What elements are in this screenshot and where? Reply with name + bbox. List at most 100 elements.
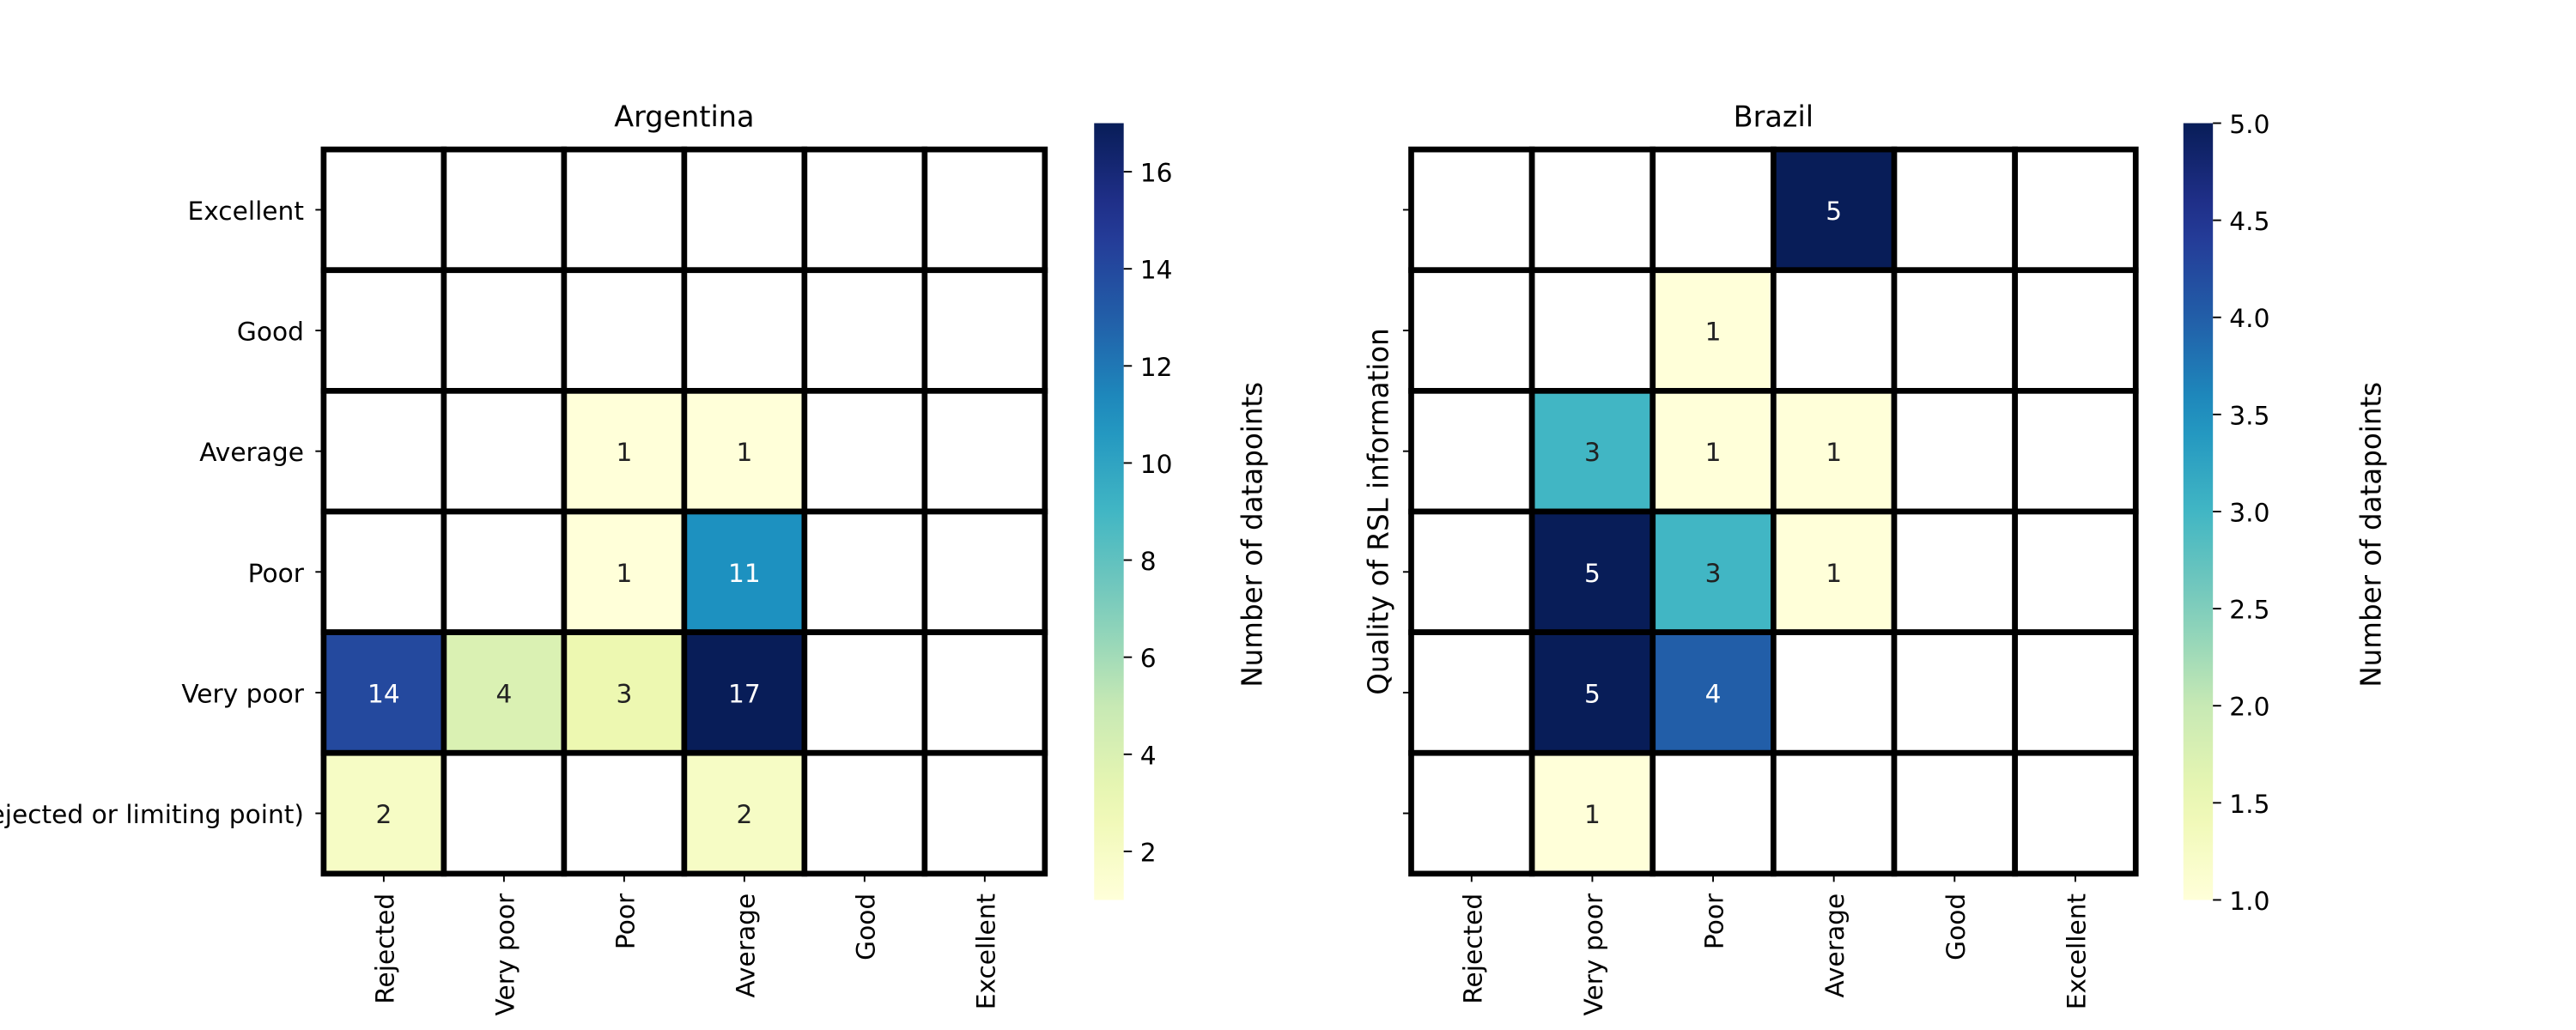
colorbar-tick-label: 1.0: [2229, 886, 2269, 916]
heatmap-cell: [2012, 267, 2139, 394]
y-tick-label: Very poor: [181, 678, 304, 708]
heatmap-cell: [681, 749, 808, 877]
cell-value-label: 1: [616, 558, 632, 588]
heatmap-cell: [1408, 267, 1535, 394]
heatmap-cell: [561, 267, 688, 394]
x-tick-label: Average: [1820, 894, 1850, 998]
colorbar-label: Number of datapoints: [2354, 382, 2387, 688]
heatmap-cell: [1649, 388, 1777, 515]
heatmap-cell: [1528, 508, 1656, 635]
heatmap-cell: [681, 146, 808, 274]
cell-value-label: 17: [728, 678, 761, 708]
colorbar-tick-label: 6: [1140, 643, 1157, 673]
heatmap-cell: [2012, 749, 2139, 877]
heatmap-cell: [561, 749, 688, 877]
cell-value-label: 2: [375, 799, 392, 829]
heatmap-cell: [921, 629, 1048, 756]
cell-value-label: 14: [368, 678, 400, 708]
heatmap-cell: [1408, 146, 1535, 274]
cell-value-label: 11: [728, 558, 761, 588]
chart-title: Brazil: [1734, 100, 1814, 133]
heatmap-cell: [1528, 146, 1656, 274]
heatmap-cell: [921, 749, 1048, 877]
chart-title: Argentina: [614, 100, 754, 133]
x-tick-label: Excellent: [970, 894, 1000, 1009]
x-tick-label: Very poor: [489, 893, 519, 1015]
x-tick-label: Very poor: [1578, 893, 1608, 1015]
x-tick-label: Rejected: [369, 894, 399, 1004]
heatmap-cell: [1771, 267, 1898, 394]
x-tick-label: Average: [730, 894, 760, 998]
heatmap-cell: [2012, 388, 2139, 515]
cell-value-label: 4: [495, 678, 512, 708]
y-tick-label: Excellent: [188, 196, 304, 226]
heatmap-cell: [921, 388, 1048, 515]
cell-value-label: 1: [616, 437, 632, 467]
heatmap-cell: [801, 146, 928, 274]
x-tick-label: Poor: [1699, 893, 1729, 949]
cell-value-label: 1: [1826, 437, 1842, 467]
x-tick-label: Good: [850, 894, 880, 960]
colorbar-tick-label: 14: [1140, 255, 1173, 285]
heatmap-cell: [561, 146, 688, 274]
colorbar-label: Number of datapoints: [1236, 382, 1268, 688]
heatmap-cell: [1891, 146, 2018, 274]
colorbar-tick-label: 16: [1140, 158, 1173, 188]
heatmap-cell: [1891, 508, 2018, 635]
heatmap-cell: [801, 629, 928, 756]
cell-value-label: 5: [1826, 196, 1842, 226]
colorbar-tick-label: 12: [1140, 352, 1173, 382]
heatmap-cell: [1528, 267, 1656, 394]
heatmap-cell: [921, 146, 1048, 274]
cell-value-label: 3: [1584, 437, 1601, 467]
heatmap-cell: [440, 267, 568, 394]
colorbar-tick-label: 4.5: [2229, 206, 2269, 236]
heatmap-cell: [921, 508, 1048, 635]
colorbar-tick-label: 10: [1140, 449, 1173, 479]
heatmap-cell: [320, 388, 447, 515]
colorbar-tick-label: 4.0: [2229, 303, 2269, 333]
colorbar-tick-label: 3.5: [2229, 400, 2269, 430]
heatmap-cell: [801, 388, 928, 515]
colorbar-tick-label: 3.0: [2229, 497, 2269, 527]
cell-value-label: 4: [1705, 678, 1722, 708]
heatmap-cell: [1649, 749, 1777, 877]
heatmap-cell: [320, 146, 447, 274]
y-tick-label: Good: [237, 317, 304, 347]
cell-value-label: 1: [1705, 437, 1722, 467]
cell-value-label: 5: [1584, 558, 1601, 588]
heatmap-cell: [2012, 508, 2139, 635]
heatmap-cell: [801, 508, 928, 635]
heatmap-panel-brazil: Brazil 5 1 3 1 1 5 3 1 5 4 1 Rejected Very poor Poor Av…: [1363, 100, 2388, 1015]
heatmap-cell: [1891, 388, 2018, 515]
colorbar-tick-label: 4: [1140, 740, 1157, 770]
heatmap-cell: [1649, 146, 1777, 274]
heatmap-cell: [801, 267, 928, 394]
cell-value-label: 1: [1705, 317, 1722, 347]
colorbar: [2183, 123, 2214, 900]
heatmap-cell: [1891, 629, 2018, 756]
heatmap-cell: [1408, 749, 1535, 877]
heatmap-cell: [921, 267, 1048, 394]
y-tick-label: Not usable (Rejected or limiting point): [0, 799, 304, 829]
heatmap-cell: [1408, 508, 1535, 635]
colorbar-tick-label: 2.5: [2229, 595, 2269, 625]
cell-value-label: 2: [736, 799, 752, 829]
heatmap-cell: [1771, 749, 1898, 877]
heatmap-cell: [320, 267, 447, 394]
colorbar-tick-label: 2.0: [2229, 692, 2269, 722]
cell-value-label: 1: [736, 437, 752, 467]
cell-value-label: 5: [1584, 678, 1601, 708]
x-tick-label: Poor: [610, 893, 640, 949]
colorbar-tick-label: 2: [1140, 837, 1157, 867]
heatmap-cell: [440, 749, 568, 877]
cell-value-label: 1: [1826, 558, 1842, 588]
heatmap-cell: [1771, 146, 1898, 274]
x-tick-label: Excellent: [2061, 894, 2091, 1009]
colorbar-tick-label: 5.0: [2229, 109, 2269, 139]
heatmap-cell: [1891, 749, 2018, 877]
y-tick-label: Average: [199, 437, 304, 467]
heatmap-cell: [2012, 146, 2139, 274]
cell-value-label: 1: [1584, 799, 1601, 829]
x-tick-label: Rejected: [1457, 894, 1487, 1004]
